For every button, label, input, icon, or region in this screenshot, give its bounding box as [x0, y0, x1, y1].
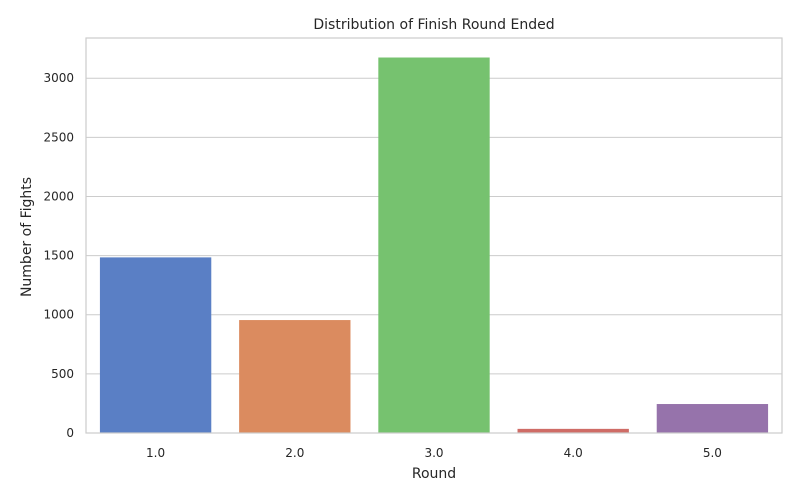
y-tick-label-1500: 1500 [43, 249, 74, 263]
x-tick-label-3-0: 3.0 [424, 446, 443, 460]
bar-round-5-0 [656, 404, 769, 433]
y-tick-label-2000: 2000 [43, 189, 74, 203]
bars [99, 57, 769, 433]
x-tick-labels: 1.0 2.0 3.0 4.0 5.0 [146, 446, 722, 460]
bar-round-2-0 [239, 320, 351, 433]
y-tick-label-500: 500 [51, 367, 74, 381]
bar-round-1-0 [99, 257, 212, 433]
y-axis-label: Number of Fights [19, 177, 35, 297]
y-tick-label-1000: 1000 [43, 308, 74, 322]
x-tick-label-4-0: 4.0 [564, 446, 583, 460]
y-tick-label-0: 0 [66, 426, 74, 440]
x-tick-label-5-0: 5.0 [703, 446, 722, 460]
bar-round-3-0 [378, 57, 490, 433]
chart-title: Distribution of Finish Round Ended [313, 17, 554, 33]
x-axis-label: Round [412, 466, 456, 482]
x-tick-label-1-0: 1.0 [146, 446, 165, 460]
plot-frame [85, 37, 783, 434]
y-tick-label-2500: 2500 [43, 130, 74, 144]
y-tick-labels: 0 500 1000 1500 2000 2500 3000 [43, 71, 74, 440]
y-tick-label-3000: 3000 [43, 71, 74, 85]
bar-round-4-0 [517, 428, 629, 433]
x-tick-label-2-0: 2.0 [285, 446, 304, 460]
